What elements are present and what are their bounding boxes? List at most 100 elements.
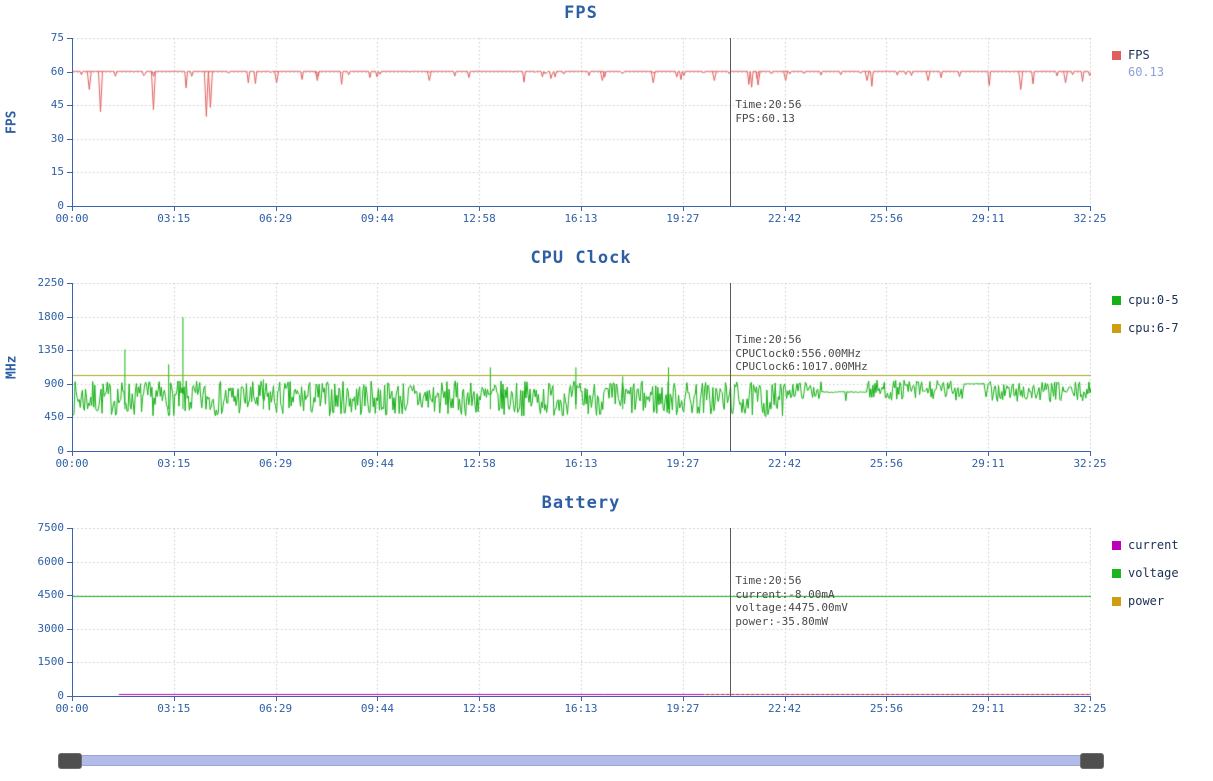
legend-row: cpu:0-5 — [1112, 293, 1212, 307]
x-tick-mark — [72, 207, 73, 211]
y-tick-label: 0 — [57, 689, 64, 702]
y-tick-mark — [67, 417, 72, 418]
x-tick-label: 19:27 — [666, 702, 700, 715]
legend-label: FPS — [1128, 48, 1150, 62]
legend-label: cpu:0-5 — [1128, 293, 1179, 307]
x-tick-label: 00:00 — [55, 457, 89, 470]
y-tick-mark — [67, 72, 72, 73]
x-tick-mark — [988, 207, 989, 211]
legend-row: cpu:6-7 — [1112, 321, 1212, 335]
x-tick-mark — [174, 697, 175, 701]
tooltip-line: voltage:4475.00mV — [735, 601, 848, 614]
fps-chart-panel: FPS FPS Time:20:56 FPS:60.13 0 15 30 45 60 75 … — [0, 0, 1213, 240]
y-tick-label: 45 — [50, 98, 64, 112]
y-tick-mark — [67, 662, 72, 663]
tooltip-line: current:-8.00mA — [735, 587, 835, 601]
legend-item[interactable]: power — [1112, 594, 1212, 608]
legend-swatch-icon — [1112, 596, 1121, 606]
x-tick-label: 06:29 — [259, 457, 293, 470]
scrollbar-track[interactable] — [60, 755, 1102, 766]
x-tick-label: 25:56 — [869, 457, 903, 470]
legend-item[interactable]: current — [1112, 538, 1212, 552]
x-tick-mark — [1090, 452, 1091, 456]
legend-label: cpu:6-7 — [1128, 321, 1179, 335]
x-tick-label: 19:27 — [666, 457, 700, 470]
y-tick-mark — [67, 350, 72, 351]
battery-tooltip: Time:20:56 current:-8.00mA voltage:4475.00… — [735, 574, 848, 628]
x-tick-label: 16:13 — [564, 702, 598, 715]
tooltip-line: CPUClock6:1017.00MHz — [735, 360, 868, 373]
cpu-clock-plot-canvas[interactable] — [73, 283, 1091, 451]
cpu-clock-plot-area[interactable]: Time:20:56 CPUClock0:556.00MHz CPUClock6:1… — [72, 283, 1091, 452]
x-tick-label: 22:42 — [768, 702, 802, 715]
x-tick-label: 29:11 — [971, 457, 1005, 470]
legend-item[interactable]: FPS 60.13 — [1112, 48, 1212, 79]
cpu-clock-chart-title: CPU Clock — [530, 248, 632, 268]
fps-y-axis-title: FPS — [4, 110, 20, 134]
battery-cursor-line[interactable] — [730, 528, 731, 696]
x-tick-mark — [276, 452, 277, 456]
x-tick-mark — [581, 207, 582, 211]
x-tick-label: 19:27 — [666, 212, 700, 225]
y-tick-mark — [67, 139, 72, 140]
y-tick-label: 1350 — [37, 343, 65, 357]
y-tick-label: 3000 — [37, 621, 65, 635]
x-tick-label: 12:58 — [462, 212, 496, 225]
x-tick-mark — [479, 697, 480, 701]
legend-swatch-icon — [1112, 568, 1121, 578]
x-tick-mark — [886, 697, 887, 701]
fps-plot-canvas[interactable] — [73, 38, 1091, 206]
y-tick-label: 4500 — [37, 588, 65, 602]
fps-tooltip: Time:20:56 FPS:60.13 — [735, 98, 801, 125]
tooltip-line: CPUClock0:556.00MHz — [735, 346, 862, 360]
x-tick-mark — [276, 697, 277, 701]
legend-item[interactable]: cpu:6-7 — [1112, 321, 1212, 335]
y-tick-mark — [67, 172, 72, 173]
y-tick-label: 900 — [44, 376, 64, 390]
y-tick-label: 0 — [57, 444, 64, 457]
x-tick-mark — [1090, 207, 1091, 211]
x-tick-mark — [886, 207, 887, 211]
x-tick-mark — [785, 452, 786, 456]
y-tick-label: 6000 — [37, 554, 65, 568]
fps-cursor-line[interactable] — [730, 38, 731, 206]
x-tick-label: 22:42 — [768, 457, 802, 470]
scrollbar-left-handle[interactable] — [58, 753, 82, 769]
legend-item[interactable]: cpu:0-5 — [1112, 293, 1212, 307]
cpu-clock-legend: cpu:0-5 cpu:6-7 — [1112, 293, 1212, 349]
legend-row: power — [1112, 594, 1212, 608]
legend-item[interactable]: voltage — [1112, 566, 1212, 580]
legend-swatch-icon — [1112, 323, 1121, 333]
battery-plot-area[interactable]: Time:20:56 current:-8.00mA voltage:4475.00… — [72, 528, 1091, 697]
x-tick-label: 12:58 — [462, 457, 496, 470]
legend-row: FPS — [1112, 48, 1212, 62]
legend-current-value: 60.13 — [1128, 65, 1165, 79]
x-tick-label: 32:25 — [1073, 702, 1107, 715]
x-tick-mark — [377, 697, 378, 701]
y-tick-label: 7500 — [37, 521, 65, 534]
battery-plot-canvas[interactable] — [73, 528, 1091, 696]
y-tick-mark — [67, 317, 72, 318]
legend-row: current — [1112, 538, 1212, 552]
fps-plot-area[interactable]: Time:20:56 FPS:60.13 — [72, 38, 1091, 207]
cpu-clock-cursor-line[interactable] — [730, 283, 731, 451]
legend-label: power — [1128, 594, 1165, 608]
battery-chart-title: Battery — [541, 493, 621, 513]
y-tick-label: 1800 — [37, 309, 65, 323]
x-tick-label: 16:13 — [564, 212, 598, 225]
y-tick-label: 60 — [50, 64, 64, 78]
x-tick-mark — [581, 452, 582, 456]
y-tick-mark — [67, 38, 72, 39]
x-tick-mark — [174, 207, 175, 211]
timeline-scrollbar[interactable] — [58, 752, 1104, 769]
y-tick-mark — [67, 528, 72, 529]
scrollbar-right-handle[interactable] — [1080, 753, 1104, 769]
x-tick-label: 06:29 — [259, 702, 293, 715]
y-tick-label: 0 — [57, 199, 64, 212]
battery-y-axis-title — [4, 528, 20, 696]
x-tick-mark — [377, 207, 378, 211]
x-tick-label: 16:13 — [564, 457, 598, 470]
x-tick-label: 09:44 — [360, 212, 394, 225]
x-tick-label: 29:11 — [971, 702, 1005, 715]
